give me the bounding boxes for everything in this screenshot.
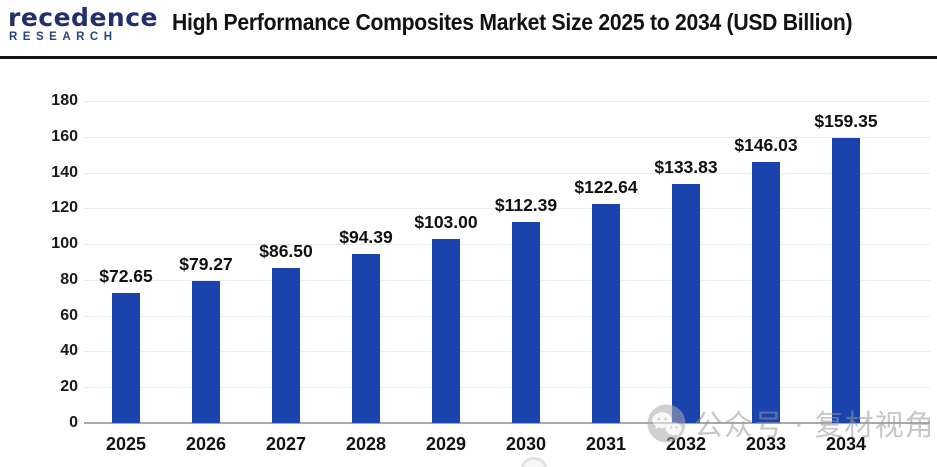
x-axis-tick-2034: 2034 <box>825 434 867 454</box>
bar-2030 <box>512 221 540 423</box>
precedence-research-logo: recedence RESEARCH <box>7 3 157 43</box>
x-axis-tick-2028: 2028 <box>345 434 387 454</box>
x-axis-tick-2026: 2026 <box>185 434 227 454</box>
gridline-40 <box>84 351 930 353</box>
x-axis-tick-2033: 2033 <box>745 434 787 454</box>
bottom-smudge-circle <box>521 457 547 467</box>
bar-value-label-2027: $86.50 <box>259 241 313 262</box>
bar-value-label-2033: $146.03 <box>734 134 798 155</box>
bar-2031 <box>592 203 620 423</box>
bar-2032 <box>672 183 700 423</box>
gridline-180 <box>84 101 930 102</box>
gridline-20 <box>84 387 930 389</box>
y-axis-tick-120: 120 <box>51 199 78 217</box>
bar-value-label-2034: $159.35 <box>814 110 878 131</box>
gridline-0 <box>84 422 930 424</box>
x-axis-tick-2029: 2029 <box>425 434 467 454</box>
y-axis-tick-60: 60 <box>60 306 78 324</box>
logo-sub-text: RESEARCH <box>9 31 118 43</box>
bar-2026 <box>192 281 220 423</box>
bar-value-label-2026: $79.27 <box>179 254 233 275</box>
x-axis-tick-2027: 2027 <box>265 434 307 454</box>
bar-2029 <box>432 238 460 423</box>
bar-2034 <box>832 137 860 423</box>
bar-value-label-2032: $133.83 <box>654 156 718 177</box>
x-axis-tick-2025: 2025 <box>105 434 147 454</box>
gridline-140 <box>84 172 930 174</box>
gridline-80 <box>84 279 930 281</box>
y-axis-tick-40: 40 <box>60 342 78 360</box>
gridline-100 <box>84 244 930 246</box>
wechat-icon <box>647 403 686 443</box>
bar-value-label-2029: $103.00 <box>414 211 478 232</box>
chart-title: High Performance Composites Market Size … <box>172 9 853 35</box>
bar-value-label-2030: $112.39 <box>494 194 558 215</box>
gridline-120 <box>84 208 930 210</box>
y-axis-tick-180: 180 <box>51 92 78 109</box>
watermark-text: 公众号 · 复材视角 <box>694 408 935 442</box>
x-axis-tick-2030: 2030 <box>505 434 547 454</box>
bar-2028 <box>352 254 380 423</box>
bar-value-label-2025: $72.65 <box>99 266 153 287</box>
bar-value-label-2028: $94.39 <box>339 227 393 248</box>
y-axis-tick-80: 80 <box>60 270 78 288</box>
logo-brand-text: recedence <box>8 3 158 32</box>
bar-value-label-2031: $122.64 <box>574 176 638 197</box>
y-axis-tick-20: 20 <box>60 378 78 396</box>
y-axis-tick-0: 0 <box>69 414 78 431</box>
bar-2033 <box>752 161 780 423</box>
y-axis-tick-100: 100 <box>51 235 78 253</box>
gridline-160 <box>84 136 930 138</box>
gridline-60 <box>84 315 930 317</box>
y-axis-tick-140: 140 <box>51 163 78 181</box>
watermark: 公众号 · 复材视角 <box>647 402 935 444</box>
y-axis-tick-160: 160 <box>51 127 78 145</box>
bar-2025 <box>112 293 140 423</box>
x-axis-tick-2031: 2031 <box>585 434 627 454</box>
bar-2027 <box>272 268 300 423</box>
header-divider-line <box>0 56 937 59</box>
